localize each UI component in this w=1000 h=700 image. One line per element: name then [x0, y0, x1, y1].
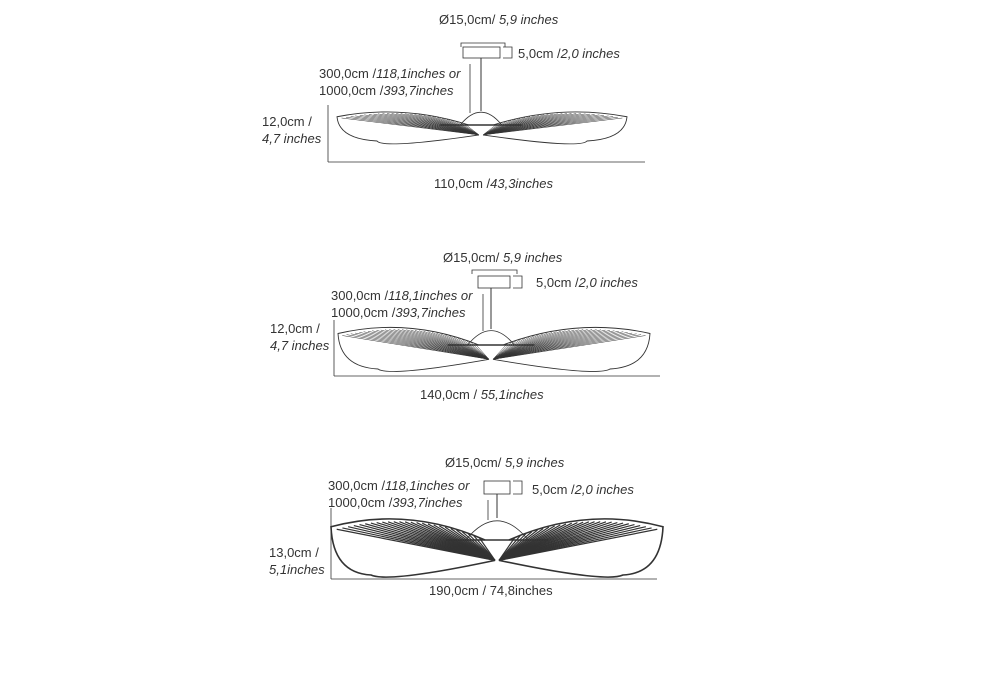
canopy-height-bracket	[513, 480, 523, 495]
shade-rib	[336, 528, 496, 561]
shade-outline	[482, 111, 628, 145]
width-label: 110,0cm /43,3inches	[434, 176, 554, 191]
cable-length-label: 300,0cm /118,1inches or 1000,0cm /393,7in…	[319, 66, 461, 98]
cable-length-label: 300,0cm /118,1inches or 1000,0cm /393,7in…	[328, 478, 470, 510]
shade-rib	[474, 343, 490, 360]
shade-rib	[342, 335, 490, 360]
canopy	[477, 275, 511, 289]
canopy	[462, 46, 501, 59]
shade-rib	[492, 332, 628, 360]
canopy	[483, 480, 511, 495]
diameter-bracket	[471, 269, 518, 274]
shade-rib	[498, 528, 658, 561]
diameter-bracket	[460, 42, 506, 47]
width-label: 140,0cm / 55,1inches	[420, 387, 544, 402]
diameter-label: Ø15,0cm/ 5,9 inches	[443, 250, 563, 265]
shade-rib	[492, 334, 642, 360]
shade-rib	[482, 117, 623, 136]
height-label: 12,0cm /4,7 inches	[262, 114, 322, 146]
canopy-height-label: 5,0cm /2,0 inches	[536, 275, 638, 290]
shade-rib	[346, 334, 490, 360]
height-label: 12,0cm /4,7 inches	[270, 321, 330, 353]
canopy-height-bracket	[513, 275, 523, 289]
dome	[465, 520, 529, 541]
canopy-height-label: 5,0cm /2,0 inches	[518, 46, 620, 61]
shade-rib	[341, 117, 480, 136]
shade-outline	[492, 326, 651, 372]
width-label: 190,0cm / 74,8inches	[429, 583, 553, 598]
shade-outline	[330, 518, 496, 578]
shade-rib	[492, 335, 646, 360]
diameter-label: Ø15,0cm/ 5,9 inches	[439, 12, 559, 27]
shade-rib	[492, 332, 633, 360]
shade-rib	[492, 343, 508, 360]
shade-rib	[350, 333, 490, 360]
dome	[467, 330, 515, 346]
shade-outline	[336, 111, 480, 145]
cable-length-label: 300,0cm /118,1inches or 1000,0cm /393,7in…	[331, 288, 473, 320]
shade-outline	[498, 518, 664, 578]
canopy-height-bracket	[503, 46, 513, 59]
height-label: 13,0cm /5,1inches	[269, 545, 325, 577]
dome	[459, 111, 503, 126]
shade-rib	[492, 340, 517, 360]
canopy-height-label: 5,0cm /2,0 inches	[532, 482, 634, 497]
diameter-label: Ø15,0cm/ 5,9 inches	[445, 455, 565, 470]
shade-rib	[355, 332, 490, 360]
shade-outline	[337, 326, 490, 372]
shade-rib	[492, 333, 637, 360]
